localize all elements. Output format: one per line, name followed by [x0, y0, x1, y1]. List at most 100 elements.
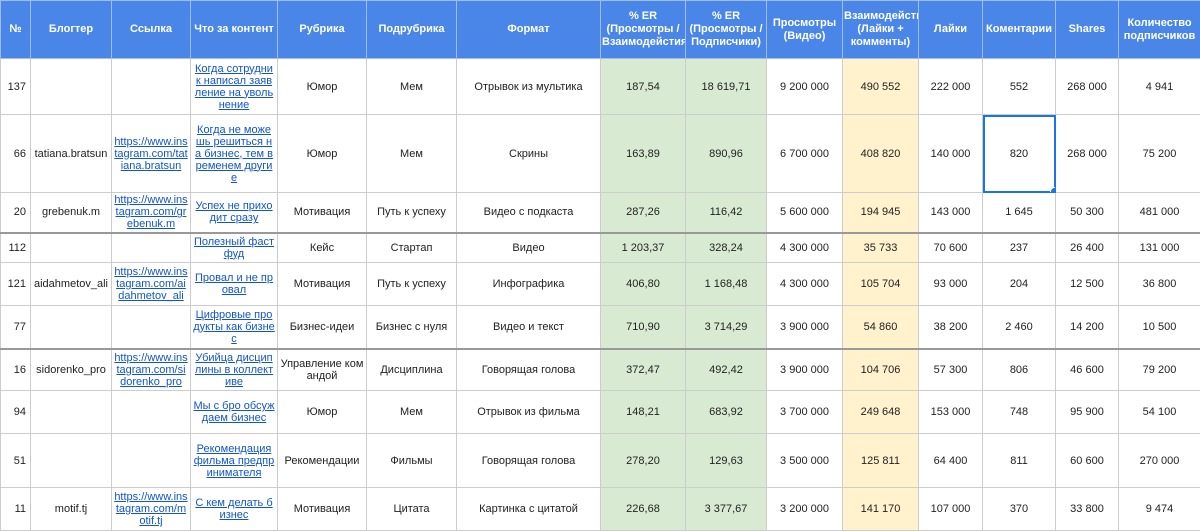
content-cell[interactable]: Провал и не провал: [190, 262, 278, 306]
subscribers-cell[interactable]: 131 000: [1118, 231, 1200, 263]
rubric-cell[interactable]: Кейс: [277, 231, 367, 263]
interactions-cell[interactable]: 194 945: [842, 192, 919, 233]
shares-cell[interactable]: 50 300: [1055, 192, 1119, 233]
link-cell[interactable]: [111, 58, 191, 115]
subscribers-cell[interactable]: 4 941: [1118, 58, 1200, 115]
er-interactions-cell[interactable]: 187,54: [600, 58, 686, 115]
subrubric-cell[interactable]: Мем: [366, 390, 457, 434]
interactions-cell[interactable]: 35 733: [842, 231, 919, 263]
likes-cell[interactable]: 222 000: [918, 58, 983, 115]
content-link[interactable]: Мы с бро обсуждаем бизнес: [193, 400, 275, 424]
link-cell[interactable]: https://www.instagram.com/motif.tj: [111, 487, 191, 531]
format-cell[interactable]: Видео и текст: [456, 305, 601, 349]
header-content[interactable]: Что за контент: [190, 0, 278, 59]
er-interactions-cell[interactable]: 287,26: [600, 192, 686, 233]
content-link[interactable]: Когда сотрудник написал заявление на уво…: [194, 62, 274, 111]
er-subscribers-cell[interactable]: 328,24: [685, 231, 767, 263]
content-link[interactable]: Цифровые продукты как бизнес: [193, 308, 275, 345]
content-cell[interactable]: Полезный фастфуд: [190, 231, 278, 263]
subscribers-cell[interactable]: 54 100: [1118, 390, 1200, 434]
header-format[interactable]: Формат: [456, 0, 601, 59]
link-cell[interactable]: https://www.instagram.com/sidorenko_pro: [111, 347, 191, 391]
views-cell[interactable]: 3 500 000: [766, 433, 843, 488]
shares-cell[interactable]: 26 400: [1055, 231, 1119, 263]
header-er-subscribers[interactable]: % ER (Просмотры / Подписчики): [685, 0, 767, 59]
row-number[interactable]: 20: [0, 192, 31, 233]
header-link[interactable]: Ссылка: [111, 0, 191, 59]
blogger-cell[interactable]: motif.tj: [30, 487, 112, 531]
row-number[interactable]: 137: [0, 58, 31, 115]
subscribers-cell[interactable]: 270 000: [1118, 433, 1200, 488]
subscribers-cell[interactable]: 9 474: [1118, 487, 1200, 531]
er-subscribers-cell[interactable]: 492,42: [685, 347, 767, 391]
row-number[interactable]: 112: [0, 231, 31, 263]
content-cell[interactable]: Успех не приходит сразу: [190, 192, 278, 233]
selected-cell[interactable]: 820: [982, 114, 1056, 193]
views-cell[interactable]: 4 300 000: [766, 262, 843, 306]
header-subrubric[interactable]: Подрубрика: [366, 0, 457, 59]
likes-cell[interactable]: 143 000: [918, 192, 983, 233]
profile-link[interactable]: https://www.instagram.com/sidorenko_pro: [114, 351, 188, 388]
content-cell[interactable]: Цифровые продукты как бизнес: [190, 305, 278, 349]
row-number[interactable]: 16: [0, 347, 31, 391]
rubric-cell[interactable]: Рекомендации: [277, 433, 367, 488]
blogger-cell[interactable]: [30, 305, 112, 349]
views-cell[interactable]: 9 200 000: [766, 58, 843, 115]
subrubric-cell[interactable]: Фильмы: [366, 433, 457, 488]
row-number[interactable]: 77: [0, 305, 31, 349]
likes-cell[interactable]: 153 000: [918, 390, 983, 434]
shares-cell[interactable]: 95 900: [1055, 390, 1119, 434]
rubric-cell[interactable]: Мотивация: [277, 192, 367, 233]
shares-cell[interactable]: 268 000: [1055, 114, 1119, 193]
blogger-cell[interactable]: [30, 390, 112, 434]
blogger-cell[interactable]: [30, 433, 112, 488]
subrubric-cell[interactable]: Стартап: [366, 231, 457, 263]
er-subscribers-cell[interactable]: 129,63: [685, 433, 767, 488]
header-blogger[interactable]: Блогтер: [30, 0, 112, 59]
interactions-cell[interactable]: 125 811: [842, 433, 919, 488]
subrubric-cell[interactable]: Мем: [366, 114, 457, 193]
interactions-cell[interactable]: 141 170: [842, 487, 919, 531]
shares-cell[interactable]: 268 000: [1055, 58, 1119, 115]
content-link[interactable]: Успех не приходит сразу: [195, 200, 273, 225]
header-num[interactable]: №: [0, 0, 31, 59]
row-number[interactable]: 94: [0, 390, 31, 434]
views-cell[interactable]: 3 900 000: [766, 305, 843, 349]
content-link[interactable]: Полезный фастфуд: [193, 235, 274, 260]
comments-cell[interactable]: 552: [982, 58, 1056, 115]
comments-cell[interactable]: 204: [982, 262, 1056, 306]
format-cell[interactable]: Отрывок из мультика: [456, 58, 601, 115]
rubric-cell[interactable]: Мотивация: [277, 262, 367, 306]
er-subscribers-cell[interactable]: 116,42: [685, 192, 767, 233]
format-cell[interactable]: Видео с подкаста: [456, 192, 601, 233]
shares-cell[interactable]: 14 200: [1055, 305, 1119, 349]
link-cell[interactable]: [111, 390, 191, 434]
shares-cell[interactable]: 60 600: [1055, 433, 1119, 488]
interactions-cell[interactable]: 490 552: [842, 58, 919, 115]
row-number[interactable]: 66: [0, 114, 31, 193]
views-cell[interactable]: 5 600 000: [766, 192, 843, 233]
comments-cell[interactable]: 370: [982, 487, 1056, 531]
subrubric-cell[interactable]: Путь к успеху: [366, 192, 457, 233]
views-cell[interactable]: 3 200 000: [766, 487, 843, 531]
profile-link[interactable]: https://www.instagram.com/aidahmetov_ali: [114, 266, 188, 302]
format-cell[interactable]: Картинка с цитатой: [456, 487, 601, 531]
content-link[interactable]: С кем делать бизнес: [195, 497, 273, 521]
interactions-cell[interactable]: 54 860: [842, 305, 919, 349]
content-cell[interactable]: Мы с бро обсуждаем бизнес: [190, 390, 278, 434]
er-subscribers-cell[interactable]: 3 714,29: [685, 305, 767, 349]
er-interactions-cell[interactable]: 710,90: [600, 305, 686, 349]
likes-cell[interactable]: 70 600: [918, 231, 983, 263]
blogger-cell[interactable]: aidahmetov_ali: [30, 262, 112, 306]
comments-cell[interactable]: 1 645: [982, 192, 1056, 233]
subrubric-cell[interactable]: Путь к успеху: [366, 262, 457, 306]
interactions-cell[interactable]: 105 704: [842, 262, 919, 306]
comments-cell[interactable]: 806: [982, 347, 1056, 391]
format-cell[interactable]: Говорящая голова: [456, 433, 601, 488]
views-cell[interactable]: 6 700 000: [766, 114, 843, 193]
content-link[interactable]: Провал и не провал: [195, 272, 273, 296]
header-subscribers[interactable]: Количество подписчиков: [1118, 0, 1200, 59]
subrubric-cell[interactable]: Цитата: [366, 487, 457, 531]
rubric-cell[interactable]: Мотивация: [277, 487, 367, 531]
format-cell[interactable]: Видео: [456, 231, 601, 263]
